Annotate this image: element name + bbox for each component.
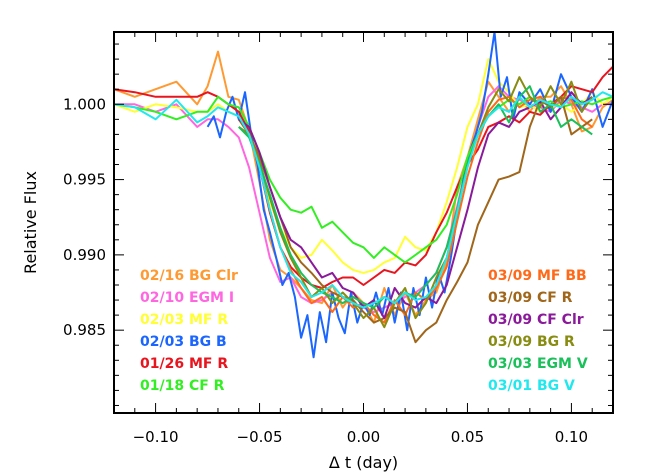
legend-entry: 02/03 BG B <box>140 334 227 350</box>
series-layer <box>113 31 614 359</box>
series-line-6 <box>113 95 614 264</box>
series-line-11 <box>238 85 593 309</box>
x-tick-label: 0.00 <box>347 428 380 446</box>
legend-entry: 02/16 BG Clr <box>140 268 238 284</box>
x-tick-label: −0.10 <box>133 428 179 446</box>
y-axis-label: Relative Flux <box>21 171 40 274</box>
series-line-8 <box>237 95 593 344</box>
legend-entry: 02/10 EGM I <box>140 290 234 306</box>
legend-entry: 03/03 EGM V <box>488 356 588 372</box>
series-line-5 <box>113 65 614 289</box>
series-line-7 <box>237 95 593 324</box>
legend: 02/16 BG Clr 02/10 EGM I 02/03 MF R 02/03 B… <box>140 268 588 394</box>
x-tick-label: 0.10 <box>555 428 588 446</box>
series-line-10 <box>238 76 594 329</box>
legend-entry: 02/03 MF R <box>140 312 228 328</box>
y-tick-label: 0.990 <box>63 246 106 264</box>
y-tick-label: 0.985 <box>63 321 106 339</box>
legend-entry: 03/09 CF R <box>488 290 573 306</box>
series-line-12 <box>113 91 614 309</box>
legend-entry: 03/09 BG R <box>488 334 575 350</box>
legend-entry: 01/18 CF R <box>140 378 225 394</box>
x-tick-label: 0.05 <box>451 428 484 446</box>
legend-entry: 03/01 BG V <box>488 378 575 394</box>
legend-entry: 01/26 MF R <box>140 356 228 372</box>
legend-entry: 03/09 CF Clr <box>488 312 584 328</box>
x-tick-label: −0.05 <box>237 428 283 446</box>
y-tick-label: 0.995 <box>63 171 106 189</box>
axis-ticks: −0.10 −0.05 0.00 0.05 0.10 0.985 0.990 0.995 1.0… <box>63 32 614 446</box>
legend-entry: 03/09 MF BB <box>488 268 587 284</box>
x-axis-label: Δ t (day) <box>329 453 398 472</box>
y-tick-label: 1.000 <box>63 95 106 113</box>
